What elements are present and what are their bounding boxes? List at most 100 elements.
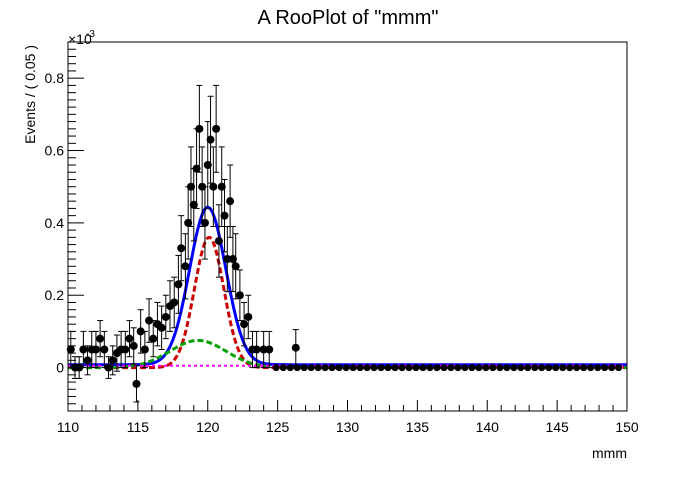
data-point-zero — [384, 364, 392, 372]
y-axis-label: Events / ( 0.05 ) — [22, 45, 38, 144]
data-point — [252, 330, 261, 369]
y-exponent-base: ×10 — [68, 31, 92, 47]
data-marker — [226, 197, 235, 206]
data-marker — [192, 164, 201, 173]
data-marker — [66, 345, 75, 354]
data-point — [170, 276, 179, 329]
data-point-zero — [433, 364, 441, 372]
data-marker — [121, 345, 130, 354]
data-point-zero — [482, 364, 490, 372]
data-marker — [206, 135, 215, 144]
x-tick-label: 135 — [406, 419, 430, 435]
data-point-zero — [272, 364, 280, 372]
data-point-zero — [440, 364, 448, 372]
data-point-zero — [552, 364, 560, 372]
data-marker — [170, 298, 179, 307]
data-point — [108, 345, 117, 376]
data-point-zero — [349, 364, 357, 372]
data-marker — [200, 218, 209, 227]
data-point-zero — [475, 364, 483, 372]
data-marker — [83, 356, 92, 365]
data-point — [96, 320, 105, 358]
data-point — [195, 84, 204, 173]
data-point — [235, 269, 244, 322]
data-marker — [79, 345, 88, 354]
data-point — [140, 330, 149, 369]
data-point — [132, 365, 141, 403]
data-marker — [184, 218, 193, 227]
data-point-zero — [300, 364, 308, 372]
data-point — [174, 254, 183, 314]
data-point-zero — [573, 364, 581, 372]
data-marker — [209, 182, 218, 191]
data-point-zero — [377, 364, 385, 372]
data-marker — [203, 161, 212, 169]
data-point-zero — [412, 364, 420, 372]
data-point-zero — [601, 364, 609, 372]
data-point-zero — [342, 364, 350, 372]
data-marker — [177, 244, 186, 253]
data-point — [91, 330, 100, 369]
data-marker — [231, 262, 240, 271]
data-marker — [252, 345, 261, 354]
plot-frame — [67, 41, 628, 412]
data-marker — [235, 291, 244, 300]
data-point-zero — [447, 364, 455, 372]
x-tick-label: 125 — [266, 419, 290, 435]
x-tick-label: 140 — [476, 419, 500, 435]
data-point-zero — [370, 364, 378, 372]
data-marker — [125, 334, 134, 343]
data-marker — [161, 312, 170, 321]
data-marker — [291, 343, 300, 352]
data-point-zero — [321, 364, 329, 372]
data-point — [121, 330, 130, 369]
data-point — [177, 215, 186, 282]
data-marker — [265, 345, 274, 354]
model-curve-1 — [68, 235, 627, 370]
data-point — [209, 146, 218, 227]
y-tick-label: 0.2 — [45, 287, 65, 303]
data-point — [145, 298, 154, 343]
data-point-zero — [426, 364, 434, 372]
data-marker — [132, 379, 141, 388]
data-marker — [240, 320, 249, 329]
data-point-zero — [503, 364, 511, 372]
data-marker — [214, 236, 223, 245]
data-point-zero — [538, 364, 546, 372]
data-marker — [212, 124, 221, 133]
data-marker — [145, 316, 154, 325]
data-point — [228, 226, 237, 293]
data-marker — [174, 280, 183, 289]
data-point — [220, 178, 229, 253]
data-marker — [189, 200, 198, 209]
data-point — [100, 330, 109, 369]
data-point — [157, 305, 166, 350]
data-point-zero — [594, 364, 602, 372]
data-point-zero — [510, 364, 518, 372]
data-marker — [104, 363, 113, 372]
data-point — [83, 345, 92, 376]
x-tick-label: 110 — [57, 419, 80, 435]
data-point-zero — [419, 364, 427, 372]
data-marker — [129, 341, 138, 350]
data-marker — [96, 334, 105, 343]
data-point-zero — [580, 364, 588, 372]
data-point — [203, 121, 212, 209]
x-tick-label: 115 — [127, 419, 150, 435]
data-point-zero — [559, 364, 567, 372]
data-marker — [259, 345, 268, 354]
data-point-zero — [454, 364, 462, 372]
data-marker — [244, 312, 253, 321]
data-point — [125, 320, 134, 358]
data-marker — [181, 262, 190, 271]
data-point-zero — [307, 364, 315, 372]
data-marker — [195, 124, 204, 133]
data-point — [161, 294, 170, 340]
data-marker — [100, 345, 109, 354]
x-tick-label: 145 — [545, 419, 569, 435]
data-marker — [223, 255, 232, 264]
data-point-zero — [363, 364, 371, 372]
data-point — [240, 301, 249, 347]
